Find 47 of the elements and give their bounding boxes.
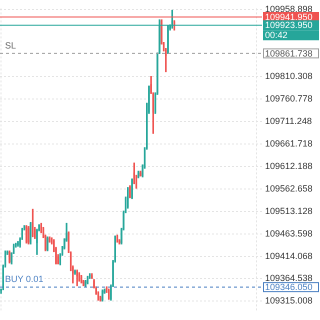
candlestick [127, 187, 129, 209]
candlestick [133, 162, 135, 184]
ref-line-label: 109941.950 [265, 12, 313, 22]
y-tick-label: 109760.778 [265, 94, 313, 104]
y-tick-label: 109463.598 [265, 228, 313, 238]
candlestick [8, 250, 10, 264]
y-tick-label: 109661.718 [265, 138, 313, 149]
candlestick [48, 236, 50, 243]
y-tick-label: 109562.658 [265, 183, 313, 194]
y-tick-label: 109513.128 [265, 206, 313, 216]
candlestick [86, 276, 89, 284]
y-tick-label: 109414.068 [265, 250, 313, 261]
ref-line-label: 109923.950 [265, 20, 313, 30]
y-tick-label: 109612.188 [265, 160, 313, 171]
y-tick-label: 109810.308 [265, 71, 313, 82]
candlestick [88, 273, 91, 279]
y-tick-label: 109958.898 [265, 4, 313, 14]
candlestick [26, 225, 28, 244]
candlestick [108, 288, 110, 300]
y-tick-label: 109315.008 [265, 296, 313, 306]
candlestick [36, 228, 38, 255]
candlestick [32, 208, 34, 238]
candlestick [74, 270, 76, 275]
candlestick [102, 290, 104, 302]
text: 00:42 [265, 30, 288, 40]
candlestick [116, 234, 118, 243]
candlestick [80, 275, 82, 284]
candlestick [97, 291, 100, 301]
candlestick [138, 170, 140, 178]
y-tick-label: 109711.248 [265, 116, 312, 126]
candlestick [78, 272, 80, 282]
annotation: SL [5, 40, 16, 50]
y-tick-label: 109364.538 [265, 273, 313, 284]
candlestick [30, 222, 32, 244]
ref-line-label: 109861.738 [265, 48, 313, 58]
candlestick [46, 236, 48, 252]
candlestick [84, 280, 86, 288]
candlestick [100, 296, 102, 302]
candlestick [91, 273, 93, 279]
candlestick [135, 174, 138, 189]
candlestick [28, 226, 30, 244]
annotation: BUY 0.01 [5, 274, 44, 284]
candlestick [140, 170, 142, 176]
candlestick [17, 241, 19, 247]
candlestick [129, 185, 131, 198]
candlestick [131, 178, 133, 200]
ref-line-label: 109346.050 [265, 282, 313, 292]
